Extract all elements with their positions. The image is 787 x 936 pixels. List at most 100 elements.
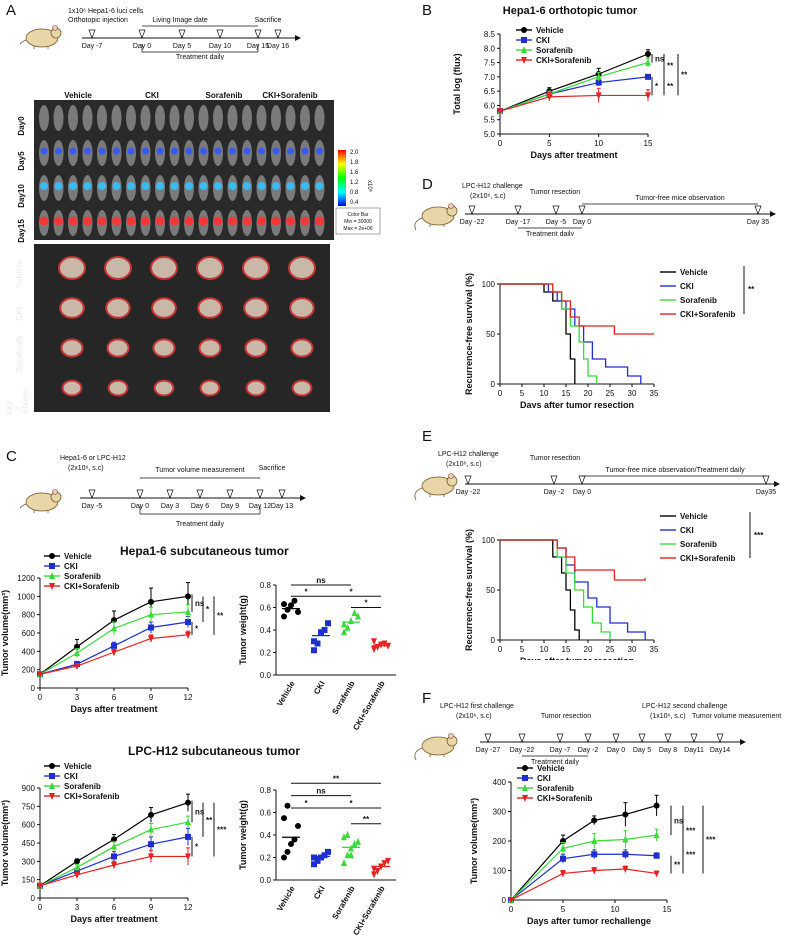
colorbar-tick: 1.2 (350, 180, 359, 186)
significance-label: ** (333, 774, 340, 783)
survival-line (500, 283, 654, 335)
legend-marker (522, 784, 528, 791)
mouse-tail (414, 487, 423, 501)
data-point (622, 851, 629, 858)
scatter-point (321, 852, 328, 859)
chart-c-hepa-volume: 0 200 400 600 800 1000 1200 0 3 6 9 12 Days after tr… (0, 552, 224, 714)
timeline-tick-label: Day 0 (573, 219, 591, 226)
luminescence-signal (113, 147, 120, 155)
timeline-label: Orthotopic injection (68, 17, 128, 24)
series-vehicle (508, 794, 660, 903)
legend-marker (49, 773, 55, 779)
luminescence-signal (170, 182, 179, 190)
x-axis-label: Days after tumor resection (520, 656, 634, 660)
y-axis-label: Total log (flux) (452, 53, 462, 114)
luminescence-signal (214, 147, 222, 155)
timeline-tick (612, 733, 620, 743)
tumor-row-label: + (13, 405, 22, 410)
timeline-label: Treatment daily (176, 54, 224, 60)
luminescence-signal (286, 182, 295, 190)
x-tick-label: 0 (498, 645, 503, 654)
data-point (185, 631, 191, 639)
timeline-arrowhead (740, 739, 746, 745)
timeline-tick-label: Day -22 (456, 489, 481, 496)
legend-marker (49, 793, 55, 800)
legend-marker (49, 782, 55, 789)
mouse-icon (414, 473, 458, 501)
y-axis-label: Tumor weight(g) (238, 595, 248, 665)
data-point (622, 866, 629, 874)
series-vehicle (37, 793, 191, 889)
scatter-point (348, 617, 354, 624)
tumor-specimen (151, 297, 177, 319)
significance-label: * (364, 599, 368, 608)
tumor-specimen (197, 297, 223, 319)
x-tick-label: 0 (509, 905, 514, 914)
x-tick-label: 20 (584, 389, 593, 398)
tumor-specimen (60, 338, 84, 358)
series-sorafenib (500, 539, 611, 640)
luminescence-signal (112, 182, 121, 190)
survival-line (500, 539, 646, 581)
luminescence-signal (156, 147, 164, 155)
timeline-tick-label: Day -2 (578, 747, 599, 754)
tumor-specimen (245, 379, 267, 397)
timeline-label: Tumor volume measurement (155, 467, 244, 474)
timeline-label: 1x10⁶ Hepa1-6 luci cells (68, 8, 144, 15)
significance-label: ** (667, 61, 674, 70)
survival-line (500, 283, 598, 384)
series-vehicle (500, 283, 576, 384)
tumor-specimen (150, 256, 178, 280)
chart-b: Hepa1-6 orthotopic tumor 5.0 5.5 6.0 6.5 7.0 7… (452, 5, 688, 160)
data-point (622, 835, 629, 843)
panel-letter-c: C (6, 448, 17, 465)
series-cki (500, 539, 646, 640)
mouse-image (140, 105, 151, 131)
data-point (148, 598, 154, 605)
timeline-tick-label: Day -17 (506, 219, 531, 226)
luminescence-signal (287, 147, 294, 155)
timeline-tick (552, 205, 560, 215)
legend-marker (521, 46, 527, 53)
timeline-label: (2x10⁶, s.c) (446, 461, 482, 468)
tumor-specimen (59, 297, 85, 319)
tumor-specimen (196, 256, 224, 280)
scatter-point (314, 856, 321, 863)
legend-label: Vehicle (64, 552, 92, 561)
scatter-point (321, 627, 328, 633)
series-line (510, 853, 657, 901)
scatter-point (374, 868, 381, 875)
timeline-arrowhead (774, 481, 780, 487)
mouse-image (53, 105, 64, 131)
data-point (645, 51, 651, 57)
luminescence-signal (199, 216, 208, 226)
x-tick-label: 35 (650, 645, 659, 654)
y-tick-label: 6.0 (484, 101, 496, 110)
y-tick-label: 800 (22, 611, 36, 620)
scatter-point (318, 629, 324, 636)
series-cki (497, 73, 651, 115)
tumor-specimen (198, 338, 222, 358)
legend-label: CKI+Sorafenib (537, 794, 592, 803)
luminescence-signal (112, 216, 121, 226)
data-point (645, 58, 651, 66)
significance-label: ** (363, 815, 370, 824)
data-point (148, 853, 154, 861)
luminescence-signal (83, 182, 92, 190)
x-tick-label: 0 (38, 903, 43, 912)
timeline-label: Tumor resection (541, 713, 591, 720)
timeline-arrowhead (295, 35, 301, 41)
mouse-image (227, 105, 238, 131)
series-cki-sorafenib (497, 87, 651, 116)
data-point (74, 649, 80, 657)
mouse-image (271, 105, 281, 131)
panel-letter-e: E (422, 428, 433, 445)
timeline-label: Treatment daily (531, 759, 579, 766)
survival-line (500, 283, 576, 384)
timeline-tick-label: Day 3 (161, 503, 179, 510)
series-line (499, 53, 649, 112)
x-tick-label: 10 (594, 139, 603, 148)
timeline-tick-label: Day 0 (573, 489, 591, 496)
imaging-group-label: CKI (145, 91, 159, 100)
scatter-point (281, 613, 287, 620)
